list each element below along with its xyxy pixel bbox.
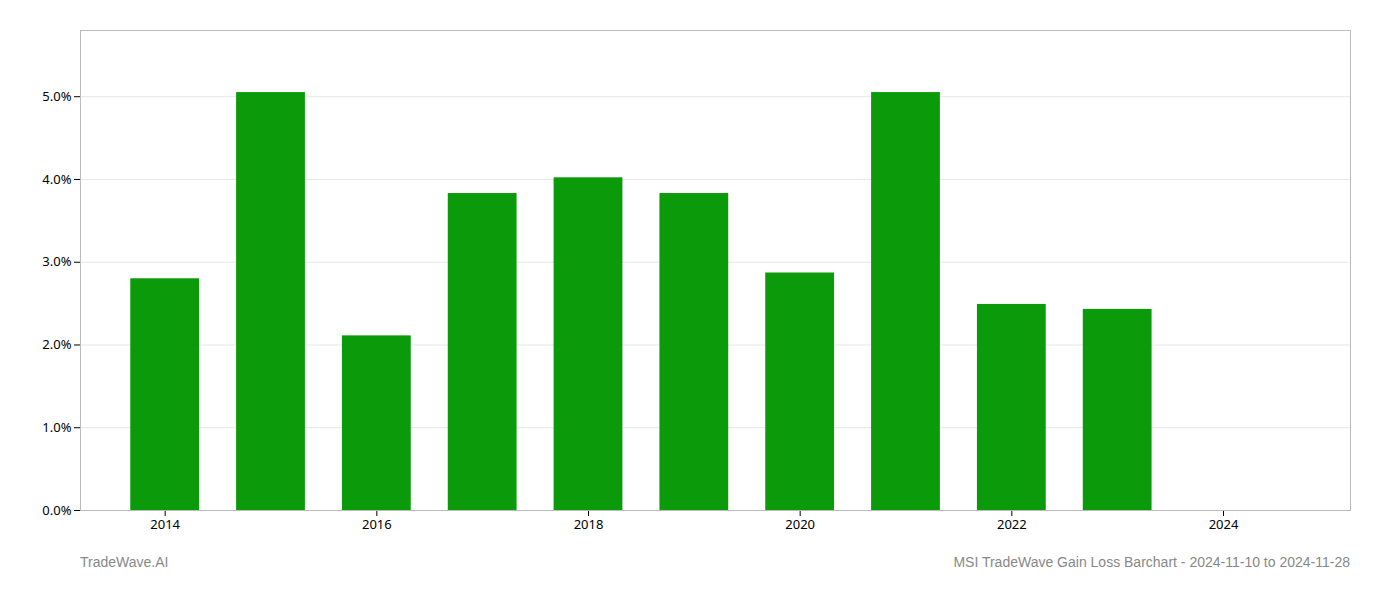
svg-text:1.0%: 1.0% <box>42 418 71 436</box>
html-text:MSI TradeWave Gain Loss Barcha: MSI TradeWave Gain Loss Barchart - 2024-… <box>953 554 1350 570</box>
svg-text:4.0%: 4.0% <box>42 170 71 188</box>
svg-text:2018: 2018 <box>574 515 604 533</box>
svg-text:3.0%: 3.0% <box>42 252 71 270</box>
svg-text:2020: 2020 <box>785 515 815 533</box>
svg-text:2022: 2022 <box>997 515 1027 533</box>
svg-text:0.0%: 0.0% <box>42 501 71 519</box>
svg-text:2.0%: 2.0% <box>42 335 71 353</box>
svg-text:2024: 2024 <box>1209 515 1239 533</box>
svg-text:2014: 2014 <box>150 515 180 533</box>
svg-text:2016: 2016 <box>362 515 392 533</box>
svg-text:5.0%: 5.0% <box>42 87 71 105</box>
html-text:TradeWave.AI: TradeWave.AI <box>80 554 169 570</box>
